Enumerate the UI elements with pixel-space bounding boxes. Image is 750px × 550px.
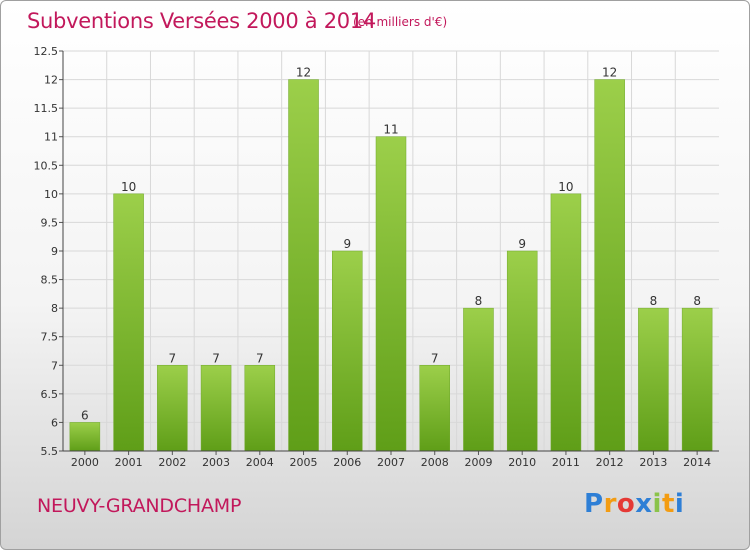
bar [463, 307, 494, 452]
bar [375, 136, 407, 452]
bar-value-label: 12 [296, 66, 311, 80]
logo-letter: i [652, 489, 662, 519]
x-tick-label: 2005 [290, 456, 318, 469]
x-tick-label: 2014 [683, 456, 711, 469]
commune-name: NEUVY-GRANDCHAMP [37, 495, 242, 517]
axes [59, 50, 719, 455]
y-tick-label: 6.5 [41, 388, 59, 401]
bar-value-label: 8 [693, 294, 701, 308]
logo-letter: r [603, 489, 617, 519]
y-tick-label: 11.5 [34, 102, 59, 115]
bar [157, 365, 188, 452]
bar [332, 250, 363, 452]
bars [69, 79, 713, 452]
logo-letter: x [635, 489, 653, 519]
proxiti-logo: Proxiti [584, 489, 684, 519]
unit-note: (en milliers d'€) [353, 15, 448, 29]
y-tick-label: 9.5 [41, 216, 59, 229]
y-tick-label: 11 [44, 131, 58, 144]
bar-value-label: 9 [343, 237, 351, 251]
bar-value-label: 6 [81, 408, 89, 422]
y-tick-label: 7 [51, 359, 58, 372]
x-tick-label: 2006 [333, 456, 361, 469]
chart-title: Subventions Versées 2000 à 2014 [27, 9, 376, 33]
bar [113, 193, 144, 452]
bar [550, 193, 582, 452]
x-tick-label: 2012 [596, 456, 624, 469]
bar-value-label: 8 [475, 294, 483, 308]
bar [244, 365, 276, 452]
logo-letter: t [661, 489, 675, 519]
x-tick-label: 2013 [639, 456, 667, 469]
bar-value-label: 10 [121, 180, 136, 194]
x-tick-label: 2007 [377, 456, 405, 469]
y-tick-label: 8.5 [41, 274, 59, 287]
bar [681, 307, 713, 452]
bar [288, 79, 319, 452]
bar [594, 79, 625, 452]
y-tick-label: 6 [51, 416, 58, 429]
bar-value-label: 7 [212, 351, 220, 365]
y-tick-label: 5.5 [41, 445, 59, 458]
bar-value-label: 7 [431, 351, 439, 365]
x-tick-label: 2010 [508, 456, 536, 469]
logo-letter: i [674, 489, 685, 519]
bar-value-label: 8 [650, 294, 658, 308]
bar-value-label: 9 [518, 237, 526, 251]
bar [638, 307, 669, 452]
x-tick-label: 2003 [202, 456, 230, 469]
logo-letter: o [616, 489, 636, 519]
x-tick-label: 2009 [464, 456, 492, 469]
x-tick-label: 2011 [552, 456, 580, 469]
y-tick-label: 8 [51, 302, 58, 315]
bar [506, 250, 538, 452]
bar [419, 365, 450, 452]
x-tick-label: 2004 [246, 456, 274, 469]
bar-value-label: 10 [558, 180, 573, 194]
y-tick-label: 7.5 [41, 331, 59, 344]
bar [69, 422, 101, 452]
x-tick-label: 2008 [421, 456, 449, 469]
bar [200, 365, 232, 452]
labels: 5.5 6 6.5 7 7.5 8 8.5 9 9.5 10 10.5 11 11.5 12 12.5 6 20… [34, 45, 712, 469]
y-tick-label: 9 [51, 245, 58, 258]
x-tick-label: 2002 [158, 456, 186, 469]
bar-value-label: 7 [169, 351, 177, 365]
y-tick-label: 12.5 [34, 45, 59, 58]
y-tick-label: 12 [44, 74, 58, 87]
bar-value-label: 7 [256, 351, 264, 365]
y-tick-label: 10.5 [34, 159, 59, 172]
x-tick-label: 2001 [115, 456, 143, 469]
bar-value-label: 12 [602, 66, 617, 80]
logo-letter: P [584, 489, 604, 519]
x-tick-label: 2000 [71, 456, 99, 469]
y-tick-label: 10 [44, 188, 58, 201]
bar-value-label: 11 [383, 123, 398, 137]
